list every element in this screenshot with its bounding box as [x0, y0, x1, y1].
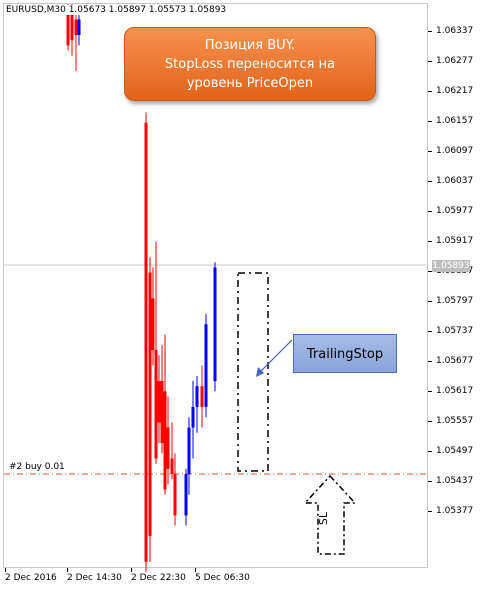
time-tick: [5, 568, 6, 572]
time-tick: [67, 568, 68, 572]
time-label: 5 Dec 06:30: [195, 573, 250, 583]
trailing-stop-callout: TrailingStop: [293, 334, 397, 373]
price-label: 1.06217: [436, 86, 474, 96]
price-tick: [428, 481, 432, 482]
price-tick: [428, 31, 432, 32]
price-tick: [428, 391, 432, 392]
price-tick: [428, 181, 432, 182]
time-tick: [131, 568, 132, 572]
price-tick: [428, 211, 432, 212]
candle-body: [173, 474, 177, 516]
position-note-callout: Позиция BUY. StopLoss переносится на уро…: [124, 27, 376, 101]
candle-body: [204, 324, 208, 407]
candle-body: [213, 267, 217, 382]
candle-body: [170, 458, 174, 475]
price-tick: [428, 151, 432, 152]
candle-body: [187, 427, 191, 475]
price-tick: [428, 511, 432, 512]
candle-body: [191, 406, 195, 428]
candle-body: [70, 14, 74, 41]
time-label: 2 Dec 22:30: [131, 573, 186, 583]
price-tick: [428, 61, 432, 62]
price-label: 1.05677: [436, 356, 474, 366]
position-note-line-3: уровень PriceOpen: [186, 75, 314, 91]
candle-body: [154, 350, 158, 459]
candle-body: [184, 474, 188, 516]
price-label: 1.05617: [436, 386, 474, 396]
sl-arrow-shape: [303, 474, 357, 555]
candle-body: [148, 272, 152, 537]
candle-body: [166, 427, 170, 469]
price-tick: [428, 121, 432, 122]
candle-body: [157, 381, 161, 423]
candle-body: [77, 19, 81, 35]
price-label: 1.05797: [436, 296, 474, 306]
price-tick: [428, 451, 432, 452]
candle-body: [66, 14, 70, 46]
candle-body: [163, 391, 167, 490]
trailing-zone-rect: [237, 272, 269, 472]
price-label: 1.05557: [436, 416, 474, 426]
price-label: 1.06277: [436, 56, 474, 66]
price-label: 1.05497: [436, 446, 474, 456]
candles-group: [66, 4, 217, 573]
price-label: 1.05377: [436, 506, 474, 516]
candle-body: [151, 298, 155, 351]
position-note-line-2: StopLoss переносится на: [164, 56, 336, 72]
price-tick: [428, 271, 432, 272]
price-label: 1.06097: [436, 146, 474, 156]
trailing-arrow-head: [256, 367, 264, 377]
time-tick: [195, 568, 196, 572]
price-tick: [428, 331, 432, 332]
position-note-line-1: Позиция BUY.: [204, 37, 296, 53]
symbol-info: EURUSD,M30 1.05673 1.05897 1.05573 1.058…: [5, 5, 228, 15]
sl-label: SL: [317, 511, 331, 526]
time-label: 2 Dec 14:30: [67, 573, 122, 583]
price-tick: [428, 421, 432, 422]
price-label: 1.06157: [436, 116, 474, 126]
trailing-arrow-line: [259, 339, 293, 373]
candle-body: [195, 386, 199, 407]
candle-body: [144, 122, 148, 562]
candle-body: [74, 19, 78, 35]
time-label: 2 Dec 2016: [5, 573, 57, 583]
candle-body: [160, 381, 164, 444]
price-label: 1.05977: [436, 206, 474, 216]
price-tick: [428, 301, 432, 302]
price-tick: [428, 91, 432, 92]
price-label: 1.05737: [436, 326, 474, 336]
price-tick: [428, 241, 432, 242]
candle-body: [200, 386, 204, 407]
price-label: 1.05917: [436, 236, 474, 246]
price-label: 1.06337: [436, 26, 474, 36]
price-label: 1.06037: [436, 176, 474, 186]
current-price-label: 1.05893: [432, 260, 470, 272]
order-label: #2 buy 0.01: [9, 462, 65, 472]
price-label: 1.05437: [436, 476, 474, 486]
price-tick: [428, 361, 432, 362]
